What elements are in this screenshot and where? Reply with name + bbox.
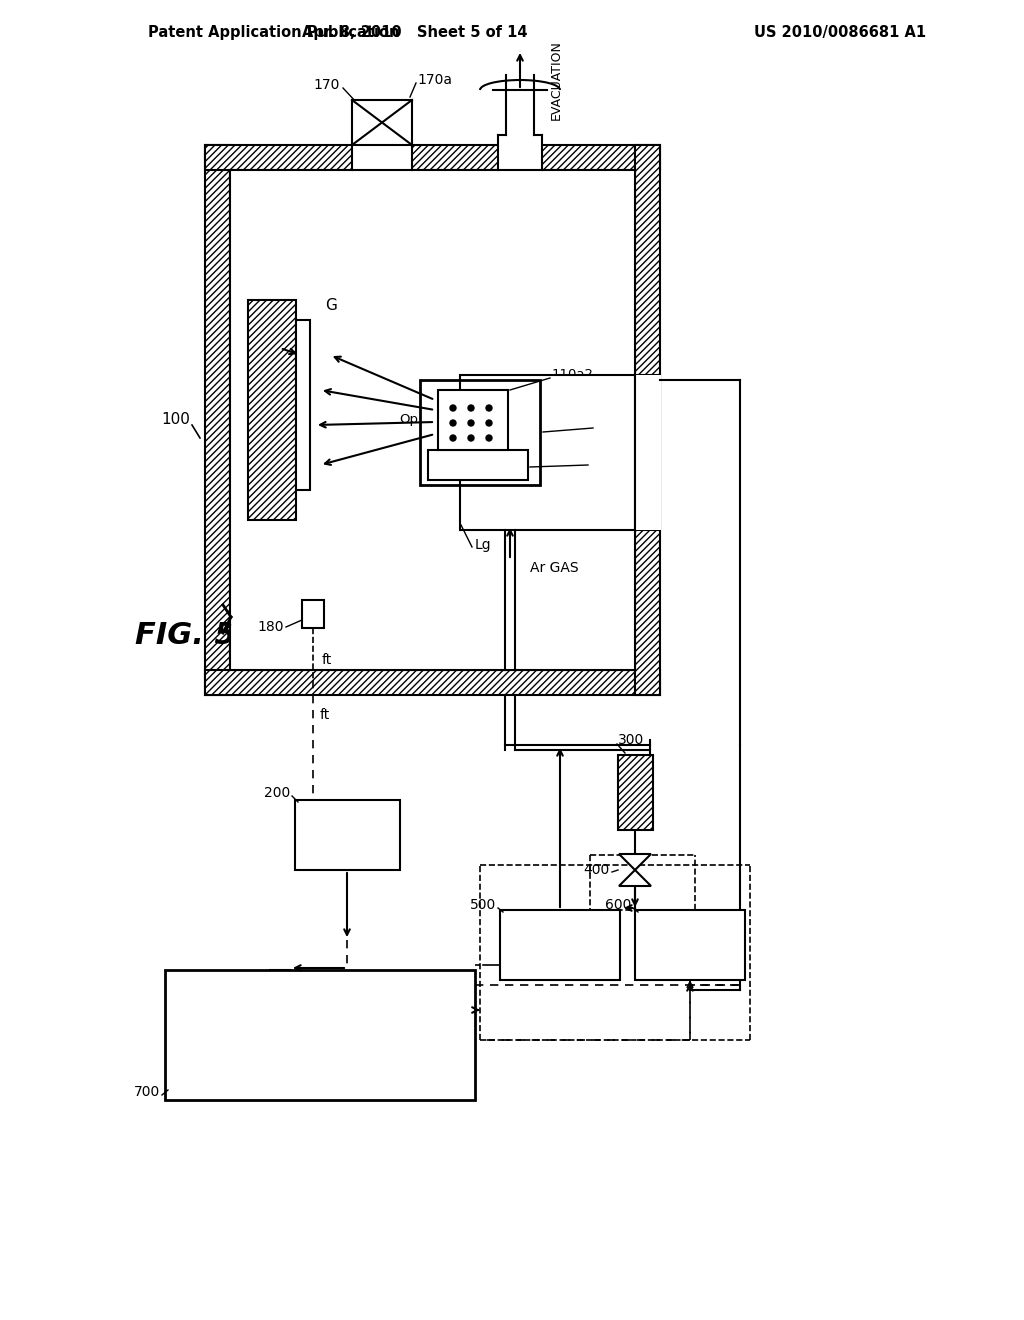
Text: 600: 600 (604, 898, 631, 912)
Circle shape (450, 436, 456, 441)
Text: 180: 180 (257, 620, 284, 634)
FancyBboxPatch shape (230, 170, 635, 671)
Polygon shape (618, 854, 651, 870)
Text: ~160: ~160 (258, 338, 296, 352)
Text: Lg: Lg (475, 539, 492, 552)
FancyBboxPatch shape (460, 375, 660, 531)
Text: Op: Op (399, 413, 418, 426)
FancyBboxPatch shape (352, 100, 412, 145)
FancyBboxPatch shape (500, 909, 620, 979)
Text: 170a: 170a (417, 73, 452, 87)
Text: FIG. 5: FIG. 5 (135, 620, 236, 649)
Circle shape (486, 405, 492, 411)
Text: Ar GAS: Ar GAS (530, 561, 579, 576)
Text: 110a: 110a (595, 418, 629, 432)
FancyBboxPatch shape (205, 671, 660, 696)
FancyBboxPatch shape (165, 970, 475, 1100)
Text: GAS SUPPLY: GAS SUPPLY (520, 932, 600, 945)
FancyBboxPatch shape (498, 135, 543, 170)
FancyBboxPatch shape (635, 375, 662, 531)
Text: TEMPERATURE: TEMPERATURE (644, 932, 735, 945)
Text: 300: 300 (618, 733, 644, 747)
FancyBboxPatch shape (635, 909, 745, 979)
FancyBboxPatch shape (248, 300, 296, 520)
Text: DEPOSITION: DEPOSITION (306, 821, 387, 833)
Text: Patent Application Publication: Patent Application Publication (148, 25, 399, 41)
Text: ft: ft (319, 708, 331, 722)
FancyBboxPatch shape (618, 755, 653, 830)
Text: CONTROLLER: CONTROLLER (254, 1026, 386, 1044)
FancyBboxPatch shape (428, 450, 528, 480)
Text: 400: 400 (584, 863, 610, 876)
Text: CONTROLLER: CONTROLLER (647, 946, 732, 960)
Text: 170: 170 (313, 78, 340, 92)
Circle shape (468, 420, 474, 426)
Circle shape (450, 405, 456, 411)
FancyBboxPatch shape (352, 145, 412, 170)
FancyBboxPatch shape (302, 601, 324, 628)
Text: Apr. 8, 2010   Sheet 5 of 14: Apr. 8, 2010 Sheet 5 of 14 (302, 25, 527, 41)
Text: 110a1: 110a1 (590, 455, 632, 469)
Circle shape (486, 436, 492, 441)
Text: 200: 200 (264, 785, 290, 800)
Text: 100: 100 (161, 412, 190, 428)
Circle shape (468, 405, 474, 411)
FancyBboxPatch shape (635, 145, 660, 696)
FancyBboxPatch shape (205, 145, 660, 170)
Circle shape (468, 436, 474, 441)
FancyBboxPatch shape (438, 389, 508, 450)
Text: 110a2: 110a2 (552, 368, 594, 381)
Text: G: G (325, 297, 337, 313)
Polygon shape (618, 870, 651, 886)
Text: 700: 700 (134, 1085, 160, 1100)
Text: EVACUATION: EVACUATION (550, 40, 563, 120)
Text: CONTROLLER: CONTROLLER (302, 836, 391, 849)
Circle shape (486, 420, 492, 426)
FancyBboxPatch shape (205, 145, 230, 696)
Circle shape (450, 420, 456, 426)
Text: SOURCE: SOURCE (532, 945, 587, 958)
Text: US 2010/0086681 A1: US 2010/0086681 A1 (754, 25, 926, 41)
FancyBboxPatch shape (296, 319, 310, 490)
Text: ft: ft (322, 653, 332, 667)
Text: 500: 500 (470, 898, 496, 912)
FancyBboxPatch shape (295, 800, 400, 870)
